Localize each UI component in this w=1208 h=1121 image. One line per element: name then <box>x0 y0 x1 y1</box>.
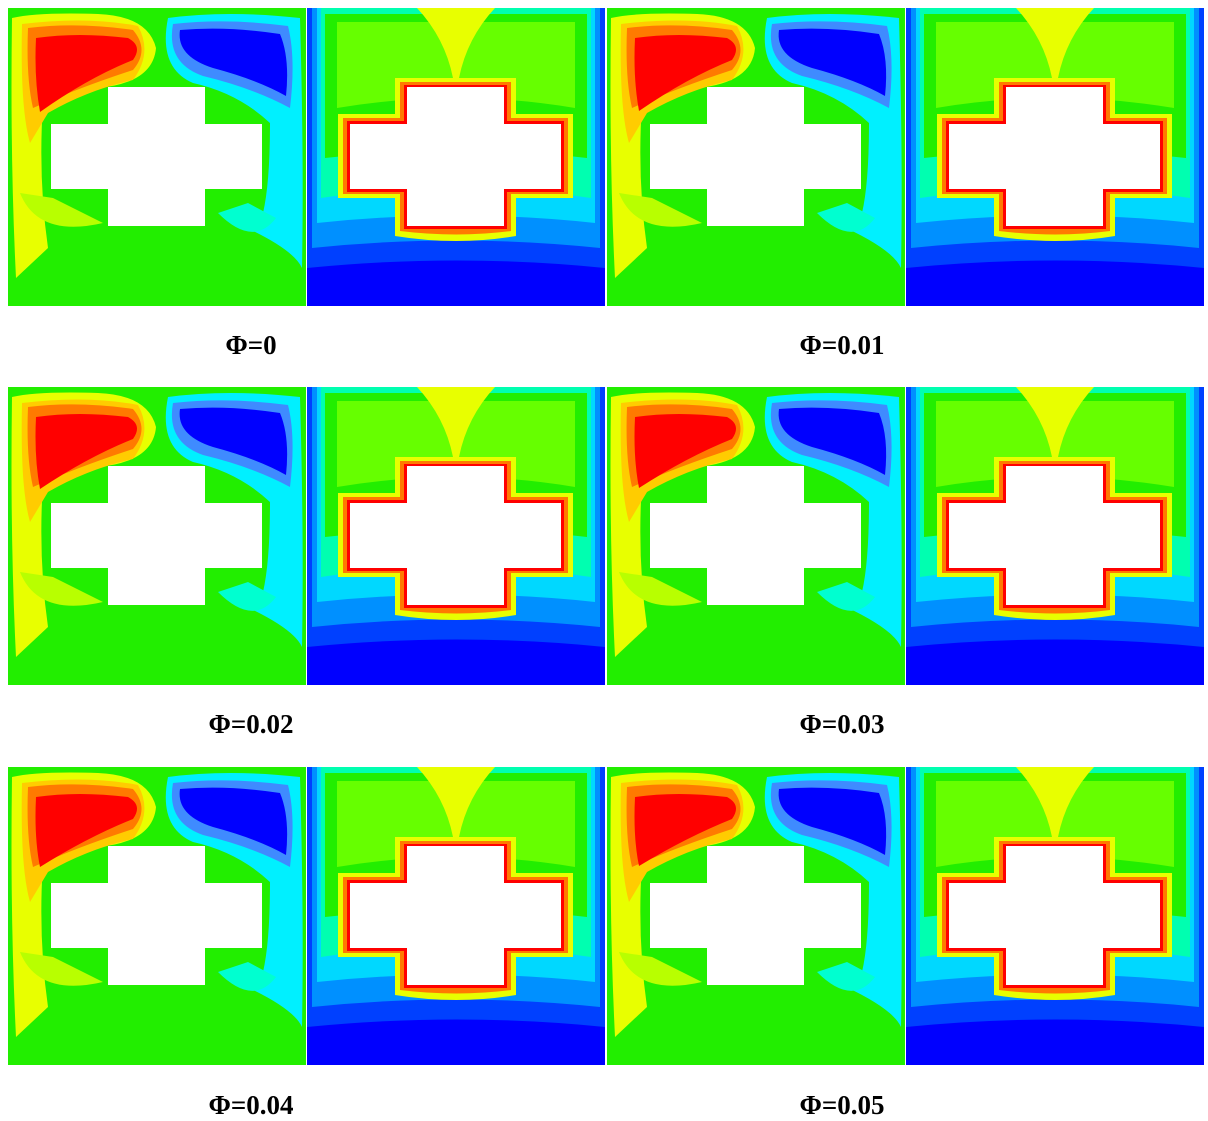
thermal-plume <box>1016 8 1094 78</box>
isotherm-contour-plot <box>307 8 605 306</box>
cross-obstacle <box>949 466 1160 605</box>
cross-obstacle <box>650 846 861 985</box>
right-vortex-core <box>778 28 887 97</box>
isotherm-contour-plot <box>906 767 1204 1065</box>
lower-right-lobe <box>817 962 875 991</box>
left-vortex-core <box>634 35 736 111</box>
streamline-panel <box>8 767 306 1065</box>
isotherm-panel <box>906 387 1204 685</box>
cross-obstacle <box>949 846 1160 985</box>
isotherm-contour-plot <box>307 387 605 685</box>
isotherm-contour-plot <box>307 767 605 1065</box>
case-caption: Φ=0 <box>225 330 277 360</box>
left-vortex-core <box>634 794 736 866</box>
left-vortex-core <box>35 414 137 489</box>
left-vortex-core <box>634 414 736 488</box>
right-vortex-core <box>179 407 288 475</box>
thermal-plume <box>417 8 495 78</box>
streamline-panel <box>8 8 306 306</box>
right-vortex-core <box>179 28 288 97</box>
lower-right-lobe <box>218 582 276 611</box>
lower-right-lobe <box>218 962 276 991</box>
streamline-contour-plot <box>8 387 306 685</box>
lower-left-lobe <box>20 193 103 227</box>
lower-left-lobe <box>20 572 103 606</box>
left-vortex-core <box>35 35 137 112</box>
cross-obstacle <box>650 466 861 605</box>
isotherm-panel <box>906 8 1204 306</box>
lower-right-lobe <box>817 582 875 611</box>
lower-right-lobe <box>218 203 276 232</box>
streamline-contour-plot <box>8 767 306 1065</box>
thermal-plume <box>1016 387 1094 457</box>
streamline-panel <box>8 387 306 685</box>
case-caption: Φ=0.01 <box>799 330 885 360</box>
case-caption: Φ=0.02 <box>208 709 294 739</box>
cross-obstacle <box>949 87 1160 226</box>
streamline-panel <box>607 387 905 685</box>
lower-left-lobe <box>619 193 702 227</box>
lower-left-lobe <box>619 572 702 606</box>
isotherm-panel <box>307 767 605 1065</box>
thermal-plume <box>417 387 495 457</box>
cross-obstacle <box>350 87 561 226</box>
isotherm-panel <box>906 767 1204 1065</box>
isotherm-panel <box>307 387 605 685</box>
left-vortex-core <box>35 794 137 867</box>
thermal-plume <box>1016 767 1094 837</box>
streamline-contour-plot <box>607 767 905 1065</box>
right-vortex-core <box>778 407 887 475</box>
case-caption: Φ=0.03 <box>799 709 885 739</box>
right-vortex-core <box>778 787 887 855</box>
streamline-contour-plot <box>607 387 905 685</box>
lower-left-lobe <box>20 952 103 986</box>
cross-obstacle <box>350 466 561 605</box>
lower-right-lobe <box>817 203 875 232</box>
cross-obstacle <box>650 87 861 226</box>
cross-obstacle <box>350 846 561 985</box>
streamline-contour-plot <box>607 8 905 306</box>
isotherm-contour-plot <box>906 8 1204 306</box>
isotherm-contour-plot <box>906 387 1204 685</box>
cross-obstacle <box>51 846 262 985</box>
thermal-plume <box>417 767 495 837</box>
cross-obstacle <box>51 466 262 605</box>
streamline-contour-plot <box>8 8 306 306</box>
right-vortex-core <box>179 787 288 855</box>
case-caption: Φ=0.04 <box>208 1090 294 1120</box>
streamline-panel <box>607 767 905 1065</box>
cross-obstacle <box>51 87 262 226</box>
streamline-panel <box>607 8 905 306</box>
case-caption: Φ=0.05 <box>799 1090 885 1120</box>
isotherm-panel <box>307 8 605 306</box>
lower-left-lobe <box>619 952 702 986</box>
